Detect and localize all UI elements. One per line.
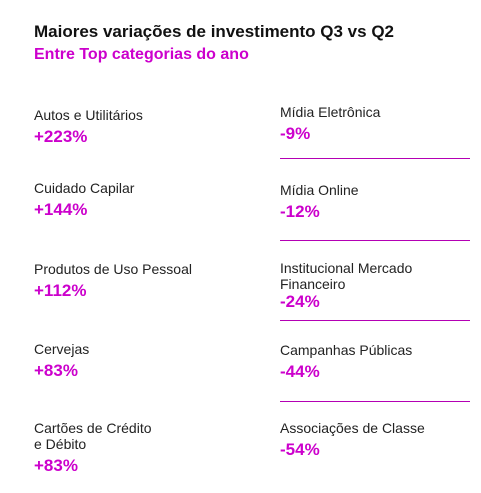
category-value: -54%: [280, 440, 320, 459]
category-item: Institucional Mercado Financeiro -24%: [280, 260, 470, 312]
category-label: Associações de Classe: [280, 420, 425, 436]
category-value: +83%: [34, 456, 78, 475]
category-label: Mídia Eletrônica: [280, 104, 381, 120]
row-divider: [280, 240, 470, 241]
category-item: Mídia Online -12%: [280, 182, 470, 222]
category-label: Institucional Mercado Financeiro: [280, 260, 413, 292]
category-label: Cartões de Crédito e Débito: [34, 420, 152, 452]
category-label: Produtos de Uso Pessoal: [34, 261, 192, 277]
category-value: +83%: [34, 361, 78, 380]
category-value: +144%: [34, 200, 88, 219]
category-value: +112%: [34, 281, 87, 300]
category-value: -12%: [280, 202, 320, 221]
category-item: Autos e Utilitários +223%: [34, 107, 254, 147]
category-item: Cuidado Capilar +144%: [34, 180, 254, 220]
category-label: Autos e Utilitários: [34, 107, 143, 123]
category-value: +223%: [34, 127, 88, 146]
category-label: Cervejas: [34, 341, 90, 357]
category-label: Mídia Online: [280, 182, 359, 198]
category-label: Campanhas Públicas: [280, 342, 413, 358]
category-item: Associações de Classe -54%: [280, 420, 470, 460]
category-item: Produtos de Uso Pessoal +112%: [34, 261, 254, 301]
row-divider: [280, 158, 470, 159]
category-item: Cervejas +83%: [34, 341, 254, 381]
category-value: -9%: [280, 124, 311, 143]
page-subtitle: Entre Top categorias do ano: [34, 46, 249, 63]
page-title: Maiores variações de investimento Q3 vs …: [34, 22, 394, 41]
row-divider: [280, 320, 470, 321]
category-value: -44%: [280, 362, 320, 381]
category-item: Cartões de Crédito e Débito +83%: [34, 420, 254, 476]
row-divider: [280, 401, 470, 402]
category-item: Mídia Eletrônica -9%: [280, 104, 470, 144]
category-value: -24%: [280, 292, 320, 311]
category-item: Campanhas Públicas -44%: [280, 342, 470, 382]
category-label: Cuidado Capilar: [34, 180, 135, 196]
